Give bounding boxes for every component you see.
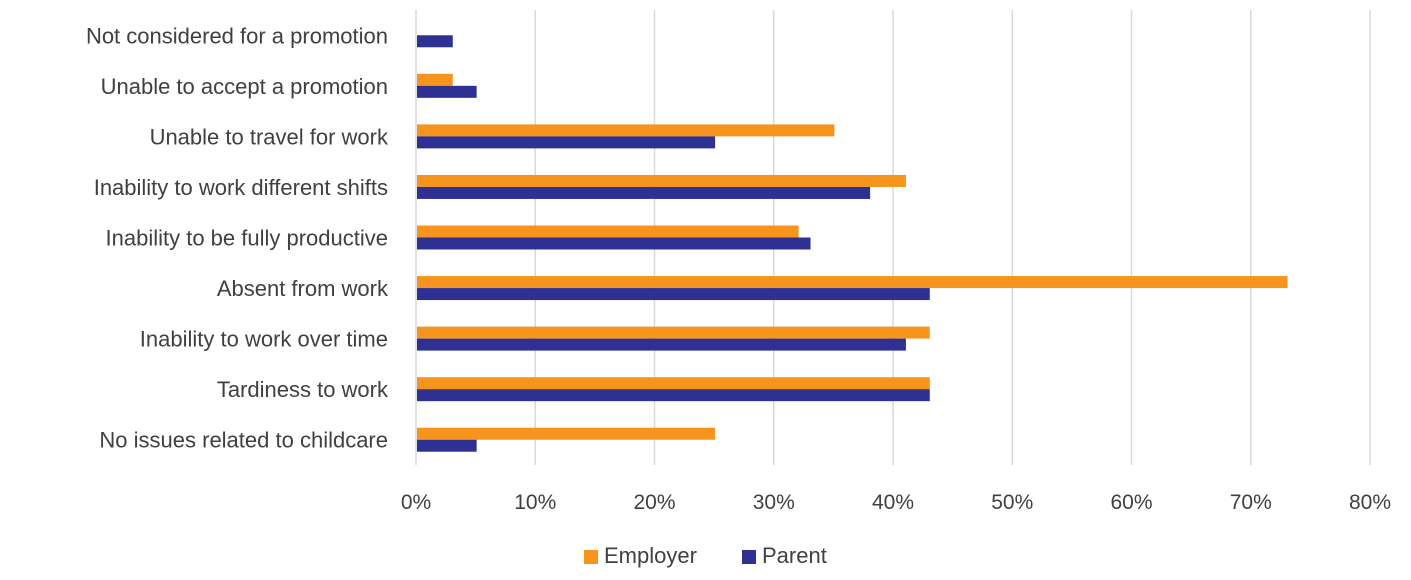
category-label: Tardiness to work [217, 377, 389, 402]
category-label: Inability to work different shifts [94, 175, 388, 200]
x-tick-label: 70% [1230, 491, 1272, 514]
x-tick-label: 50% [991, 491, 1033, 514]
category-label: Inability to work over time [140, 327, 388, 352]
bar-employer [417, 174, 906, 187]
bar-parent [417, 389, 930, 402]
legend: Employer Parent [584, 543, 827, 568]
x-tick-label: 0% [401, 491, 431, 514]
bar-employer [417, 326, 930, 339]
category-label: Absent from work [217, 276, 389, 301]
bar-employer [417, 427, 716, 440]
category-label: Unable to accept a promotion [101, 74, 388, 99]
x-tick-label: 10% [514, 491, 556, 514]
x-tick-label: 60% [1110, 491, 1152, 514]
bar-parent [417, 85, 477, 98]
x-tick-label: 80% [1349, 491, 1391, 514]
x-tick-label: 30% [753, 491, 795, 514]
x-tick-label: 20% [633, 491, 675, 514]
legend-swatch-parent [742, 550, 756, 564]
legend-label-employer: Employer [604, 543, 697, 568]
bar-parent [417, 186, 871, 199]
category-label: Unable to travel for work [150, 124, 389, 149]
category-label: Not considered for a promotion [86, 23, 388, 48]
bar-employer [417, 276, 1288, 289]
category-label: No issues related to childcare [99, 428, 388, 453]
axes: 0% 10% 20% 30% 40% 50% 60% 70% 80% Not considered… [86, 10, 1391, 514]
bar-employer [417, 377, 930, 390]
bar-parent [417, 338, 906, 351]
bar-parent [417, 237, 811, 250]
bar-parent [417, 136, 716, 149]
bars [417, 35, 1288, 452]
bar-parent [417, 35, 453, 48]
bar-employer [417, 225, 799, 238]
bar-employer [417, 124, 835, 137]
bar-parent [417, 439, 477, 452]
bar-employer [417, 73, 453, 86]
x-tick-label: 40% [872, 491, 914, 514]
category-label: Inability to be fully productive [106, 226, 389, 251]
legend-label-parent: Parent [762, 543, 827, 568]
bar-parent [417, 288, 930, 301]
legend-swatch-employer [584, 550, 598, 564]
